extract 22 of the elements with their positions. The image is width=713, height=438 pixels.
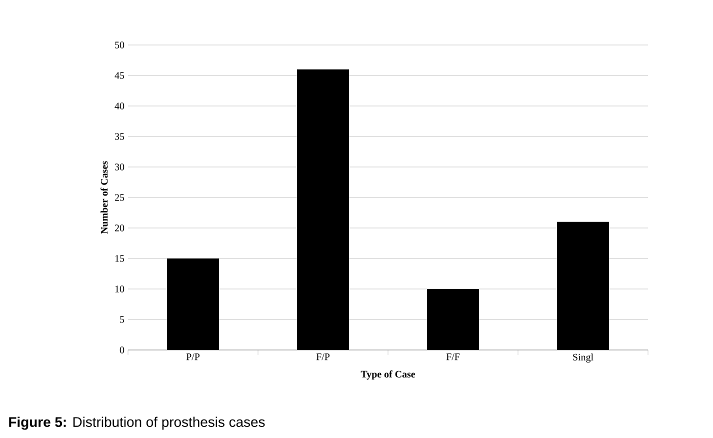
x-tick-label: F/P <box>316 353 330 360</box>
x-tick-label: Singl <box>573 353 594 363</box>
x-axis-title: Type of Case <box>360 370 416 380</box>
y-axis-title: Number of Cases <box>100 161 108 234</box>
x-tick-label: F/F <box>446 353 460 360</box>
y-tick-label: 30 <box>115 164 124 170</box>
y-tick-label: 10 <box>115 286 124 292</box>
bar <box>297 69 350 350</box>
y-tick-label: 0 <box>120 346 124 354</box>
text: Figure 5: Distribution of prosthesis cases <box>9 416 265 430</box>
bar <box>557 222 610 350</box>
y-tick-label: 40 <box>114 102 124 110</box>
x-tick-label: P/P <box>186 353 200 360</box>
y-tick-label: 25 <box>114 194 124 201</box>
y-tick-label: 5 <box>120 316 124 323</box>
bar <box>427 288 480 350</box>
y-tick-label: 15 <box>115 255 124 262</box>
y-tick-label: 45 <box>114 72 124 79</box>
y-tick-label: 50 <box>115 42 124 48</box>
y-tick-label: 35 <box>115 133 124 140</box>
bar <box>167 258 220 350</box>
y-tick-label: 20 <box>114 224 124 232</box>
